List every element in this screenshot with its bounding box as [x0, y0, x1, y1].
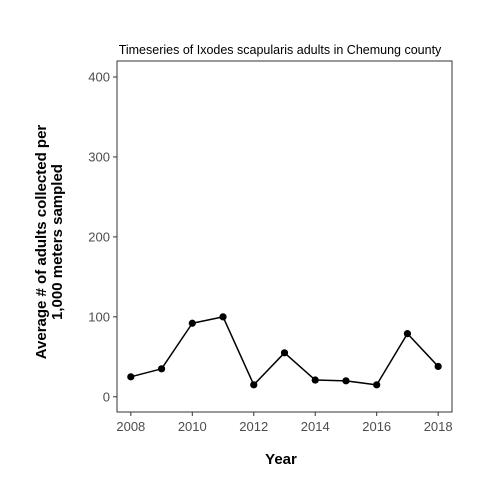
y-axis-label: Average # of adults collected per 1,000 …: [33, 125, 66, 360]
y-tick-label: 0: [103, 389, 110, 404]
x-axis: 2008 2010 2012 2014 2016 2018: [116, 412, 453, 434]
x-tick-label: 2014: [301, 419, 330, 434]
x-tick-label: 2008: [116, 419, 145, 434]
x-tick-label: 2010: [178, 419, 207, 434]
y-tick-label: 300: [88, 149, 110, 164]
data-point: [127, 373, 135, 381]
data-point: [434, 362, 442, 371]
data-point: [188, 319, 196, 327]
chart-title: Timeseries of Ixodes scapularis adults i…: [119, 43, 442, 57]
y-axis-label-line-1: Average # of adults collected per: [33, 125, 50, 360]
data-point: [219, 313, 227, 321]
x-tick-label: 2018: [424, 419, 453, 434]
data-point: [157, 365, 166, 373]
y-tick-label: 100: [88, 309, 110, 324]
series-layer: [127, 313, 442, 389]
data-point: [250, 381, 258, 389]
x-tick-label: 2012: [239, 419, 268, 434]
data-point: [311, 376, 319, 384]
data-point: [373, 381, 381, 389]
data-point: [403, 330, 412, 338]
data-point: [342, 377, 350, 385]
y-axis-label-line-2: 1,000 meters sampled: [49, 164, 66, 320]
x-axis-label: Year: [265, 451, 297, 468]
x-tick-label: 2016: [362, 419, 391, 434]
data-point: [280, 349, 289, 357]
y-tick-label: 400: [88, 69, 110, 84]
y-tick-label: 200: [88, 229, 110, 244]
y-axis: 0 100 200 300 400: [88, 69, 117, 404]
